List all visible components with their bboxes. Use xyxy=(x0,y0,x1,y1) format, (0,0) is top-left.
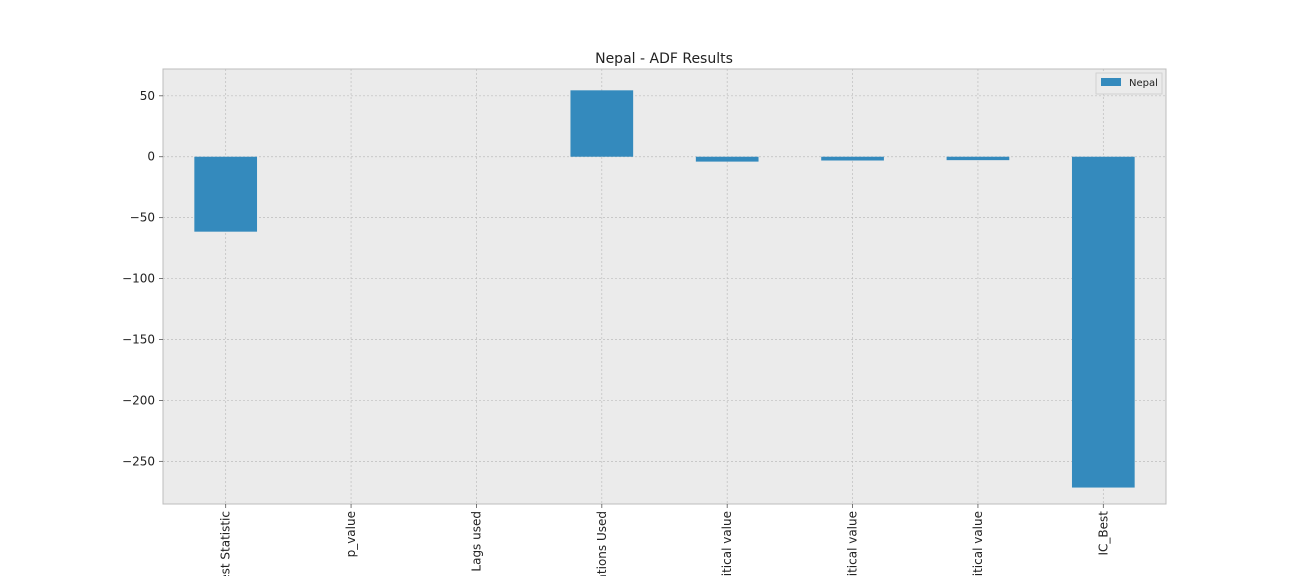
plot-area xyxy=(163,69,1166,504)
y-axis-ticks: 50 0 −50 −100 −150 −200 −250 xyxy=(122,89,163,468)
bar-5 xyxy=(821,156,884,161)
x-axis-ticks: est Statistic p_value Lags used ations Used… xyxy=(219,504,1110,576)
bars xyxy=(194,90,1135,488)
x-tick-label: ritical value xyxy=(846,511,860,576)
bar-6 xyxy=(946,156,1010,161)
x-tick-label: ritical value xyxy=(971,511,985,576)
bar-7 xyxy=(1071,156,1135,488)
legend-swatch xyxy=(1101,78,1121,86)
legend: Nepal xyxy=(1095,72,1163,95)
x-tick-label: Lags used xyxy=(469,511,483,572)
x-tick-label: ritical value xyxy=(720,511,734,576)
y-tick-label: −150 xyxy=(122,333,155,347)
legend-label: Nepal xyxy=(1129,78,1158,89)
x-tick-label: IC_Best xyxy=(1096,511,1110,556)
plot-frame xyxy=(162,68,1167,505)
y-tick-label: −100 xyxy=(122,272,155,286)
y-tick-label: 50 xyxy=(140,89,155,103)
x-tick-label: est Statistic xyxy=(219,511,233,576)
bar-4 xyxy=(695,156,759,162)
y-tick-label: −200 xyxy=(122,393,155,407)
x-tick-label: ations Used xyxy=(595,511,609,576)
bar-3 xyxy=(570,90,634,157)
chart-title: Nepal - ADF Results xyxy=(595,51,733,67)
y-tick-label: 0 xyxy=(147,150,155,164)
y-tick-label: −250 xyxy=(122,454,155,468)
x-tick-label: p_value xyxy=(344,511,358,557)
y-tick-label: −50 xyxy=(130,211,155,225)
bar-0 xyxy=(194,156,258,232)
